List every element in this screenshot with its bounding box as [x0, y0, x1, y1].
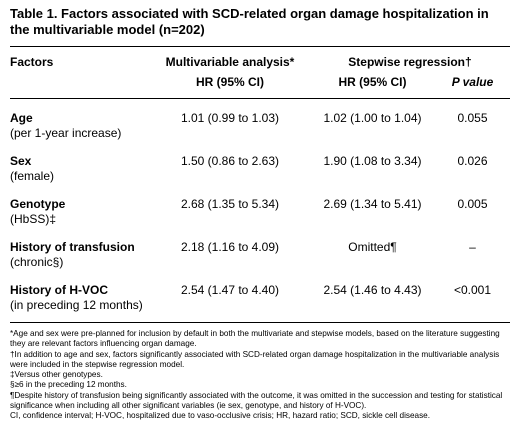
multivariable-hr: 1.50 (0.86 to 2.63) [180, 154, 280, 168]
table-row: History of transfusion (chronic§) 2.18 (1… [10, 232, 510, 275]
header-row-2: HR (95% CI) HR (95% CI) P value [10, 70, 510, 99]
factor-detail: (female) [10, 169, 55, 183]
factor-detail: (in preceding 12 months) [10, 298, 143, 312]
p-value: 0.055 [457, 111, 488, 125]
stepwise-hr: 1.02 (1.00 to 1.04) [323, 111, 422, 125]
stepwise-hr: Omitted¶ [348, 240, 397, 254]
factor-detail: (per 1-year increase) [10, 126, 122, 140]
p-value: <0.001 [453, 283, 492, 297]
footnote: ¶Despite history of transfusion being si… [10, 390, 503, 411]
footnote: *Age and sex were pre-planned for inclus… [10, 329, 500, 349]
stepwise-hr: 2.69 (1.34 to 5.41) [323, 197, 422, 211]
factor-name: History of transfusion [10, 240, 135, 254]
p-value: 0.005 [457, 197, 488, 211]
footnote: †In addition to age and sex, factors sig… [10, 349, 500, 369]
stepwise-hr: 1.90 (1.08 to 3.34) [323, 154, 422, 168]
header-stepwise: Stepwise regression† [348, 55, 472, 69]
document-page: Table 1. Factors associated with SCD-rel… [10, 6, 510, 420]
header-p-value: P value [451, 75, 494, 89]
factor-name: History of H-VOC [10, 283, 109, 297]
multivariable-hr: 2.68 (1.35 to 5.34) [180, 197, 280, 211]
footnotes: *Age and sex were pre-planned for inclus… [10, 322, 510, 422]
p-value: 0.026 [457, 154, 488, 168]
multivariable-hr: 1.01 (0.99 to 1.03) [180, 111, 280, 125]
factor-name: Sex [10, 154, 32, 168]
header-factors: Factors [10, 55, 54, 69]
table-row: Genotype (HbSS)‡ 2.68 (1.35 to 5.34) 2.69… [10, 189, 510, 232]
p-value: – [469, 240, 476, 254]
factor-name: Genotype [10, 197, 66, 211]
stepwise-hr: 2.54 (1.46 to 4.43) [323, 283, 422, 297]
header-hr-stepwise: HR (95% CI) [338, 75, 407, 89]
footnote: ‡Versus other genotypes. [10, 370, 103, 380]
header-hr-multivariable: HR (95% CI) [195, 75, 264, 89]
table-row: History of H-VOC (in preceding 12 months)… [10, 275, 510, 318]
table-title: Table 1. Factors associated with SCD-rel… [10, 6, 489, 37]
footnote: §≥6 in the preceding 12 months. [10, 380, 127, 390]
header-row-1: Factors Multivariable analysis* Stepwise… [10, 46, 510, 71]
factor-detail: (chronic§) [10, 255, 64, 269]
results-table: Factors Multivariable analysis* Stepwise… [10, 46, 510, 318]
multivariable-hr: 2.18 (1.16 to 4.09) [180, 240, 280, 254]
footnote: CI, confidence interval; H-VOC, hospital… [10, 411, 431, 421]
factor-detail: (HbSS)‡ [10, 212, 57, 226]
header-multivariable: Multivariable analysis* [165, 55, 295, 69]
multivariable-hr: 2.54 (1.47 to 4.40) [180, 283, 280, 297]
table-row: Sex (female) 1.50 (0.86 to 2.63) 1.90 (1.… [10, 146, 510, 189]
factor-name: Age [10, 111, 33, 125]
table-row: Age (per 1-year increase) 1.01 (0.99 to 1… [10, 98, 510, 147]
